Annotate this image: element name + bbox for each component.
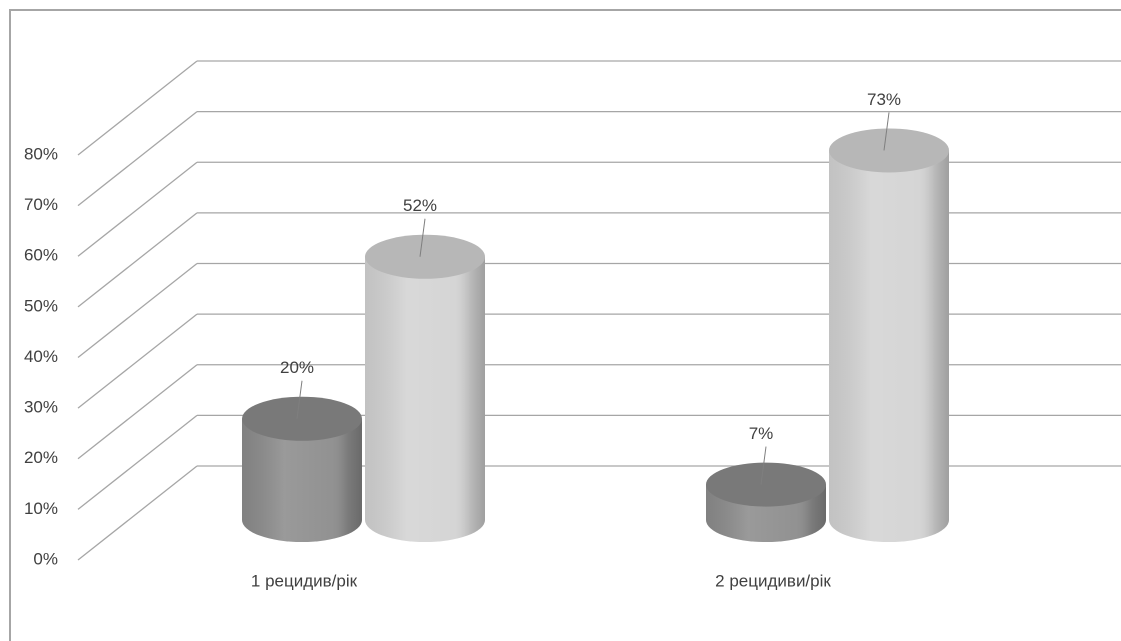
value-label: 7%	[749, 424, 774, 443]
chart-frame	[9, 9, 1121, 641]
grid-line	[77, 161, 198, 257]
value-label: 20%	[280, 358, 314, 377]
leader-line	[760, 446, 767, 485]
grid-line	[77, 465, 198, 561]
cylinder	[706, 462, 826, 542]
cylinder-top	[365, 234, 485, 279]
y-tick-label: 10%	[24, 499, 58, 518]
leader-line	[883, 112, 890, 151]
y-tick-label: 50%	[24, 296, 58, 315]
grid-line	[77, 414, 198, 510]
grid-line	[77, 60, 198, 156]
grid-line	[77, 111, 198, 207]
grid-line	[77, 364, 198, 460]
y-tick-label: 60%	[24, 246, 58, 265]
cylinder-shade	[242, 418, 362, 542]
value-label: 52%	[403, 196, 437, 215]
cylinder-top	[242, 396, 362, 441]
leader-line	[419, 218, 426, 257]
y-tick-label: 0%	[33, 549, 58, 568]
grid-line	[77, 262, 198, 359]
leader-line	[296, 380, 303, 419]
cylinder-top-shade	[365, 234, 485, 279]
cylinder-top	[706, 462, 826, 507]
cylinder-top	[829, 128, 949, 173]
cylinder	[829, 128, 949, 542]
cylinder	[365, 234, 485, 542]
cylinder	[242, 396, 362, 542]
y-tick-label: 30%	[24, 398, 58, 417]
y-tick-label: 70%	[24, 195, 58, 214]
value-label: 73%	[867, 90, 901, 109]
cylinder-top-shade	[829, 128, 949, 173]
cylinder-shade	[829, 150, 949, 542]
y-tick-label: 20%	[24, 448, 58, 467]
grid-line	[77, 212, 198, 308]
y-tick-label: 80%	[24, 144, 58, 163]
y-tick-label: 40%	[24, 347, 58, 366]
cylinder-top-shade	[242, 396, 362, 441]
x-tick-label: 2 рецидиви/рік	[715, 571, 831, 590]
grid-line	[77, 313, 198, 409]
cylinder-top-shade	[706, 462, 826, 507]
x-tick-label: 1 рецидив/рік	[251, 571, 358, 590]
cylinder-shade	[365, 256, 485, 542]
